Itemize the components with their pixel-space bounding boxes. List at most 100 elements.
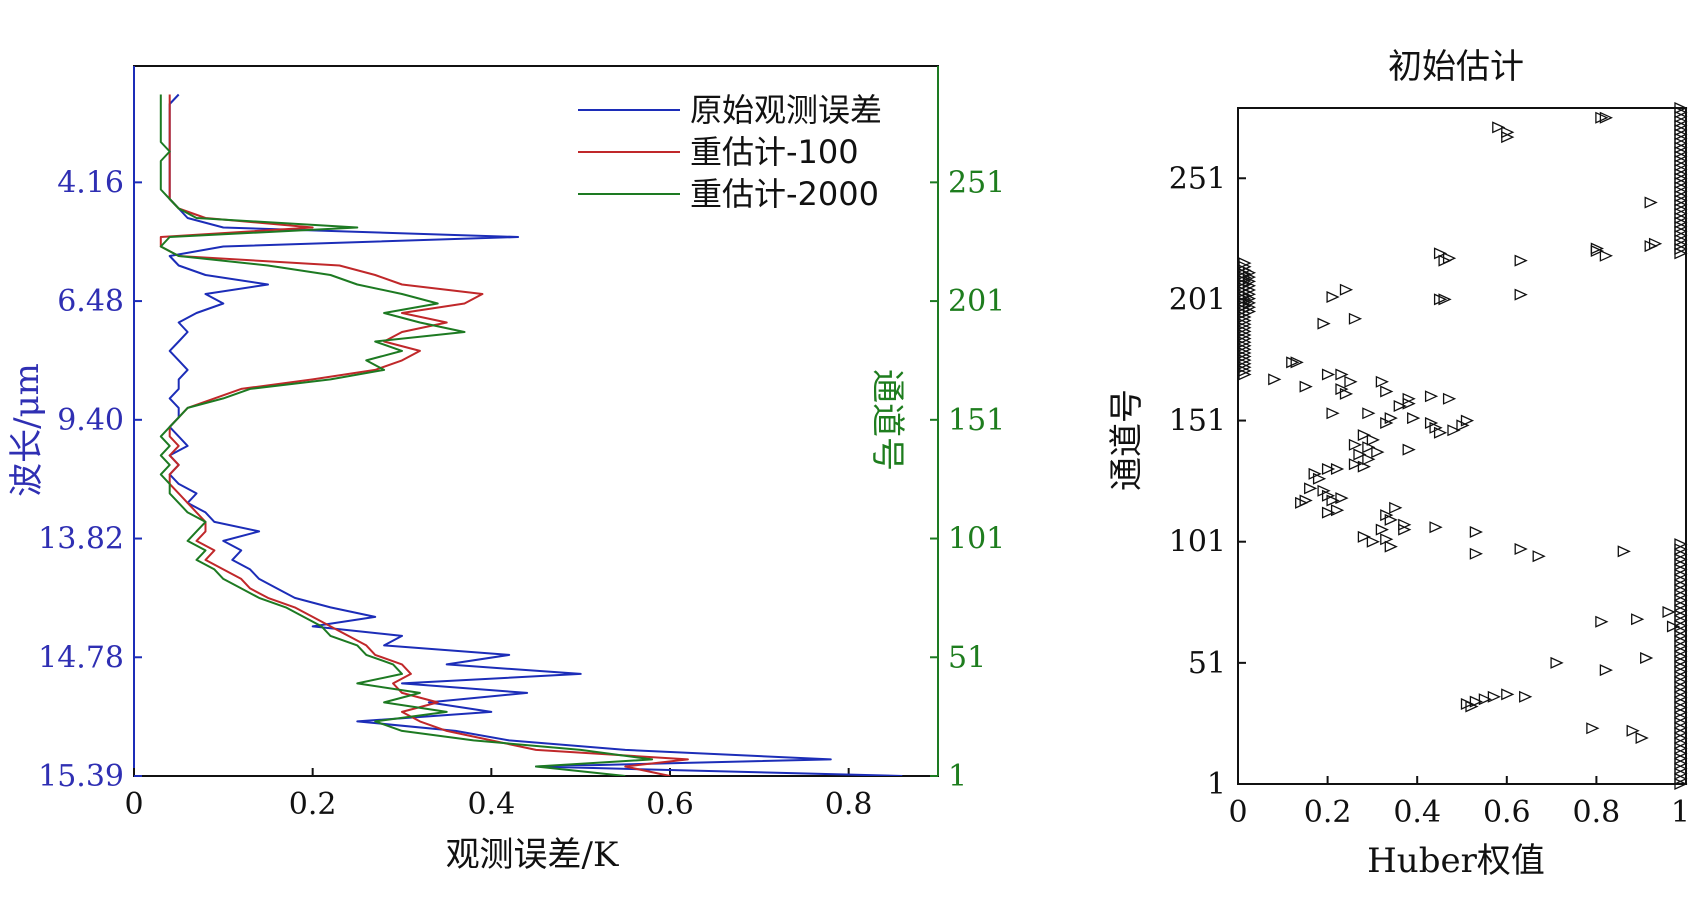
edge-cluster-point — [1674, 578, 1688, 592]
scatter-point — [1626, 724, 1640, 737]
right-y-tick-label: 251 — [1169, 161, 1226, 196]
edge-cluster-point — [1674, 568, 1688, 581]
scatter-point — [1456, 419, 1470, 432]
scatter-point — [1330, 504, 1345, 517]
legend-entry-1: 原始观测误差 — [690, 91, 882, 129]
scatter-point — [1438, 254, 1452, 267]
edge-cluster-point — [1674, 589, 1688, 602]
scatter-point — [1308, 467, 1322, 480]
edge-cluster-point — [1674, 716, 1688, 729]
scatter-point — [1429, 521, 1443, 534]
edge-cluster-point — [1674, 553, 1688, 566]
legend-entry-3: 重估计-2000 — [690, 175, 879, 213]
right-x-tick-label: 0.2 — [1304, 795, 1352, 830]
left-x-tick-label: 0.8 — [825, 787, 873, 822]
scatter-point — [1348, 458, 1363, 471]
edge-cluster-point — [1674, 635, 1688, 648]
scatter-point — [1438, 293, 1452, 306]
scatter-point — [1335, 492, 1349, 505]
right-y-tick-label: 101 — [1169, 525, 1226, 560]
left-y-tick-label: 4.16 — [57, 165, 124, 200]
edge-cluster-point — [1674, 665, 1688, 678]
edge-cluster-point — [1674, 655, 1688, 668]
scatter-point — [1469, 547, 1483, 560]
edge-cluster-point — [1674, 686, 1688, 699]
right-y-tick-label: 51 — [1188, 646, 1226, 681]
right-y-axis-label: 通道号 — [867, 369, 907, 471]
scatter-point — [1389, 501, 1403, 514]
scatter-point — [1357, 460, 1371, 473]
scatter-point — [1326, 407, 1340, 420]
scatter-point — [1380, 416, 1394, 430]
edge-cluster-point — [1674, 757, 1688, 770]
scatter-point — [1532, 550, 1546, 563]
scatter-point — [1375, 375, 1389, 388]
right-x-tick-label: 0.4 — [1393, 795, 1441, 830]
scatter-point — [1353, 448, 1367, 461]
right-y-tick-label: 151 — [1169, 404, 1226, 439]
left-chart: 0 0.2 0.4 0.6 0.8 4.16 6.48 9.40 13.82 14.78 15.3… — [7, 65, 1005, 875]
edge-cluster-point — [1674, 680, 1688, 694]
edge-cluster-point — [1674, 558, 1688, 571]
scatter-point — [1286, 356, 1300, 369]
right-y-tick-label: 151 — [948, 403, 1005, 438]
scatter-point — [1380, 533, 1394, 546]
edge-cluster-point — [1674, 670, 1688, 683]
edge-cluster-point — [1674, 767, 1688, 780]
scatter-point — [1586, 722, 1600, 735]
right-x-axis-label: Huber权值 — [1367, 841, 1545, 881]
edge-cluster-point — [1674, 538, 1688, 551]
scatter-point — [1380, 509, 1394, 522]
left-y-tick-label: 13.82 — [38, 522, 124, 557]
scatter-point — [1398, 523, 1412, 536]
scatter-point — [1312, 472, 1327, 485]
left-x-tick-label: 0 — [124, 787, 143, 822]
edge-cluster-point — [1674, 573, 1688, 586]
edge-cluster-point — [1674, 645, 1688, 658]
scatter-point — [1590, 242, 1604, 255]
left-y-axis-label: 波长/μm — [7, 363, 47, 497]
scatter-point — [1617, 545, 1631, 558]
left-plot-frame — [133, 65, 939, 777]
edge-cluster-point — [1674, 721, 1688, 734]
scatter-point — [1339, 387, 1354, 400]
scatter-point — [1433, 426, 1448, 439]
scatter-point — [1433, 293, 1448, 306]
scatter-point — [1268, 373, 1282, 386]
right-y-tick-label: 201 — [1169, 282, 1226, 317]
scatter-point — [1640, 651, 1654, 665]
edge-cluster-point — [1674, 711, 1688, 724]
edge-cluster-point — [1674, 772, 1688, 785]
scatter-point — [1424, 416, 1439, 430]
scatter-point — [1295, 496, 1309, 509]
edge-cluster-point — [1242, 266, 1257, 279]
left-y-tick-label: 14.78 — [38, 640, 124, 675]
scatter-point — [1304, 482, 1318, 495]
right-chart-title: 初始估计 — [1388, 47, 1524, 87]
scatter-point — [1317, 484, 1331, 497]
scatter-point — [1666, 620, 1681, 633]
scatter-point — [1501, 131, 1515, 144]
edge-cluster-point — [1674, 594, 1688, 607]
scatter-point — [1429, 421, 1443, 434]
scatter-point — [1599, 249, 1613, 262]
edge-cluster-point — [1674, 762, 1688, 775]
scatter-point — [1514, 254, 1528, 267]
scatter-point — [1599, 111, 1613, 124]
scatter-point — [1384, 412, 1398, 425]
right-y-tick-label: 51 — [948, 640, 986, 675]
scatter-point — [1644, 240, 1658, 253]
scatter-point — [1384, 513, 1398, 526]
edge-cluster-point — [1674, 629, 1688, 643]
scatter-point — [1321, 462, 1336, 476]
scatter-point — [1366, 433, 1380, 446]
scatter-point — [1290, 356, 1304, 369]
edge-cluster-point — [1674, 742, 1688, 755]
scatter-point — [1662, 605, 1676, 619]
scatter-point — [1348, 438, 1363, 451]
scatter-point — [1644, 196, 1658, 209]
right-y-tick-label: 1 — [948, 759, 967, 794]
edge-cluster-point — [1674, 732, 1688, 745]
